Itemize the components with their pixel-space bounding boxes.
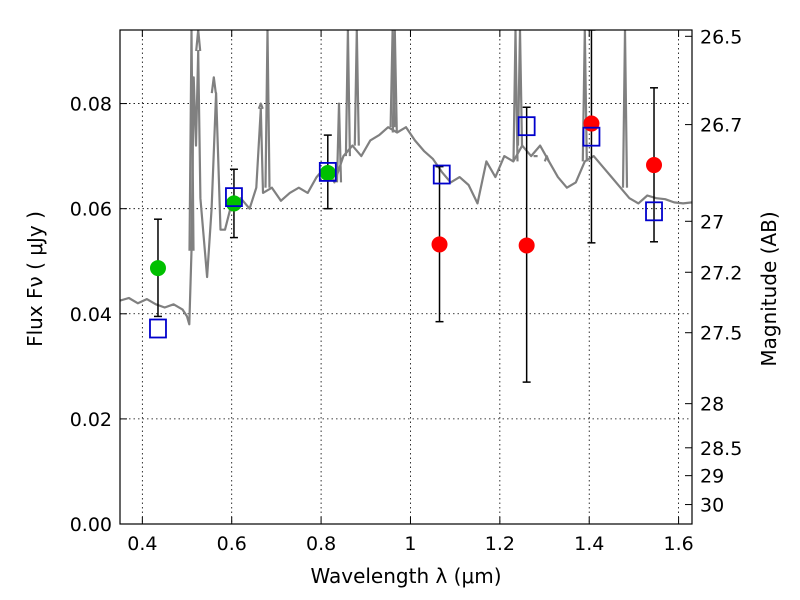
spectrum-emission-line (543, 155, 550, 162)
y2-tick-label: 26.7 (700, 115, 742, 137)
data-points (149, 115, 663, 277)
y2-tick-label: 27.2 (700, 262, 742, 284)
x-axis-label: Wavelength λ (μm) (310, 564, 501, 588)
observed-green-point (225, 195, 242, 212)
model-square-point (432, 164, 451, 185)
x-tick-label: 0.4 (127, 533, 157, 555)
spectrum-emission-line (264, 30, 271, 188)
x-tick-label: 1.4 (574, 533, 604, 555)
grid (120, 30, 692, 525)
y-tick-label: 0.02 (70, 409, 112, 431)
y2-tick-label: 26.5 (700, 26, 742, 48)
axis-ticks: 0.4 0.6 0.8 1 1.2 1.4 1.6 0.00 0.02 0.04 0.06 0.08 2… (70, 26, 743, 555)
spectrum-emission-line (512, 30, 519, 162)
model-spectrum (120, 30, 692, 326)
model-square-point (225, 187, 243, 208)
model-square-point (582, 126, 601, 147)
model-square-point (318, 161, 337, 182)
spectrum-emission-line (195, 30, 202, 52)
observed-red-point (518, 237, 535, 254)
model-square-point (517, 116, 536, 137)
observed-red-point (583, 115, 600, 132)
x-tick-label: 1 (404, 533, 416, 555)
y2-tick-label: 27 (700, 211, 724, 233)
spectrum-emission-line (391, 30, 398, 133)
y2-tick-label: 28.5 (700, 438, 742, 460)
spectrum-emission-line (621, 30, 629, 188)
y2-tick-label: 28 (700, 394, 724, 416)
plot-frame (119, 29, 693, 525)
y-axis-label: Flux Fν ( μJy ) (23, 211, 47, 347)
observed-red-point (646, 157, 663, 174)
spectrum-emission-line (257, 102, 264, 110)
x-tick-label: 0.6 (217, 533, 247, 555)
x-tick-label: 1.6 (663, 533, 693, 555)
spectrum-emission-line (344, 30, 351, 157)
model-square-point (645, 201, 663, 222)
y2-tick-label: 30 (700, 495, 724, 517)
model-square-point (149, 318, 167, 339)
spectrum-emission-line (353, 30, 360, 146)
y-tick-label: 0.04 (70, 304, 112, 326)
spectrum-emission-line (188, 30, 195, 251)
y-tick-label: 0.06 (70, 199, 112, 221)
model-photometry (149, 116, 663, 339)
y2-axis-label: Magnitude (AB) (757, 211, 781, 366)
x-tick-label: 1.2 (485, 533, 515, 555)
spectrum-emission-line (516, 30, 524, 146)
x-tick-label: 0.8 (306, 533, 336, 555)
spectrum-emission-line (210, 76, 217, 94)
spectrum-line (120, 49, 692, 326)
observed-red-point (431, 236, 448, 253)
y2-tick-label: 29 (700, 466, 724, 488)
spectrum-emission-line (335, 102, 343, 183)
y2-tick-label: 27.5 (700, 323, 742, 345)
observed-green-point (319, 164, 336, 181)
y-tick-label: 0.08 (70, 94, 112, 116)
observed-green-point (149, 260, 166, 277)
y-tick-label: 0.00 (70, 514, 112, 536)
